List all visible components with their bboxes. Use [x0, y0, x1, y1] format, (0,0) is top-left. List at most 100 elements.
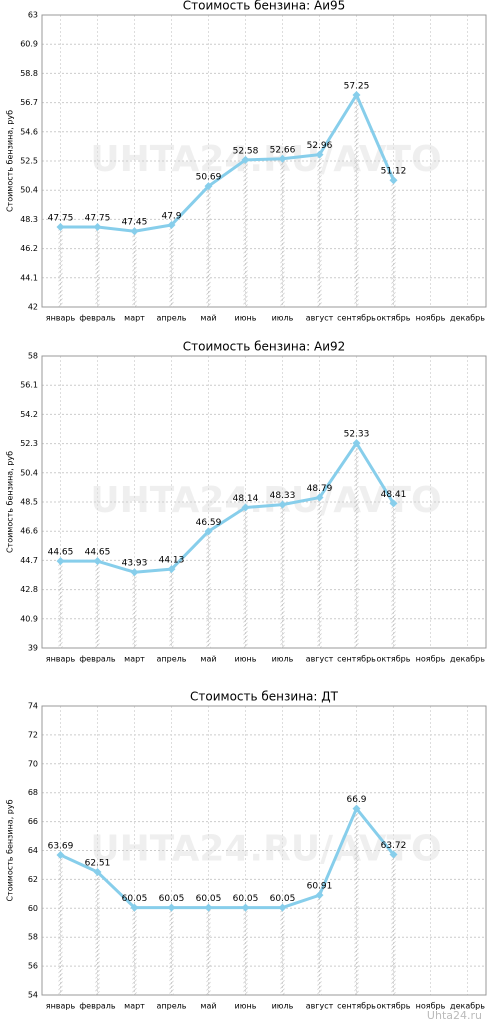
value-label: 48.79: [307, 484, 333, 494]
marker: [130, 903, 139, 912]
y-tick-label: 54.6: [20, 127, 38, 136]
value-label: 52.96: [307, 141, 333, 151]
y-tick-label: 46.2: [20, 244, 38, 253]
value-label: 60.05: [270, 894, 296, 904]
value-label: 51.12: [381, 167, 407, 177]
drop-bar: [243, 907, 248, 995]
x-tick-label: май: [200, 655, 216, 664]
x-tick-label: сентябрь: [337, 314, 376, 323]
y-tick-label: 74: [28, 702, 38, 711]
chart-title: Стоимость бензина: Аи95: [183, 0, 346, 13]
x-tick-label: январь: [46, 655, 76, 664]
drop-bar: [206, 907, 211, 995]
y-tick-label: 64: [28, 846, 38, 855]
marker: [167, 220, 176, 229]
drop-bar: [58, 854, 63, 995]
marker: [56, 850, 65, 859]
y-tick-label: 42: [28, 303, 38, 312]
y-tick-label: 58.8: [20, 69, 38, 78]
drop-bar: [354, 94, 359, 307]
x-tick-label: июль: [272, 1002, 294, 1011]
marker: [389, 499, 398, 508]
marker: [56, 557, 65, 566]
marker: [204, 182, 213, 191]
drop-bar: [391, 503, 396, 648]
marker: [130, 227, 139, 236]
y-tick-label: 56: [28, 962, 38, 971]
x-tick-label: октябрь: [377, 655, 411, 664]
x-tick-label: май: [200, 314, 216, 323]
x-tick-label: январь: [46, 1002, 76, 1011]
value-label: 60.05: [196, 894, 222, 904]
y-axis-label: Стоимость бензина, руб: [6, 110, 15, 212]
marker: [389, 850, 398, 859]
marker: [204, 527, 213, 536]
marker: [56, 223, 65, 232]
drop-bar: [280, 504, 285, 648]
y-tick-label: 48.3: [20, 215, 38, 224]
x-tick-label: январь: [46, 314, 76, 323]
y-tick-label: 54: [28, 991, 38, 1000]
marker: [389, 176, 398, 185]
x-tick-label: ноябрь: [416, 1002, 446, 1011]
y-axis-label: Стоимость бензина, руб: [6, 451, 15, 553]
x-tick-label: декабрь: [450, 314, 485, 323]
y-tick-label: 56.1: [20, 381, 38, 390]
value-label: 60.91: [307, 882, 333, 892]
marker: [315, 150, 324, 159]
marker: [130, 568, 139, 577]
footer-watermark: Uhta24.ru: [427, 1009, 482, 1022]
drop-bar: [317, 895, 322, 995]
y-tick-label: 52.5: [20, 157, 38, 166]
marker: [241, 155, 250, 164]
value-label: 47.75: [48, 214, 74, 224]
x-tick-label: март: [124, 314, 145, 323]
value-label: 48.14: [233, 494, 259, 504]
x-tick-label: апрель: [157, 314, 187, 323]
value-label: 47.9: [161, 211, 181, 221]
x-tick-label: октябрь: [377, 314, 411, 323]
value-label: 48.41: [381, 490, 407, 500]
marker: [241, 503, 250, 512]
watermark: UHTA24.RU/AVTO: [90, 480, 441, 521]
marker: [315, 493, 324, 502]
x-tick-label: октябрь: [377, 1002, 411, 1011]
y-tick-label: 42.8: [20, 585, 38, 594]
marker: [352, 90, 361, 99]
drop-bar: [317, 497, 322, 648]
drop-bar: [354, 443, 359, 648]
value-label: 52.33: [344, 430, 370, 440]
y-tick-label: 48.5: [20, 498, 38, 507]
y-tick-label: 50.4: [20, 186, 38, 195]
x-tick-label: ноябрь: [416, 655, 446, 664]
x-tick-label: август: [306, 314, 334, 323]
drop-bar: [280, 907, 285, 995]
value-label: 48.33: [270, 491, 296, 501]
drop-bar: [95, 872, 100, 995]
y-tick-label: 60: [28, 904, 38, 913]
marker: [352, 439, 361, 448]
line: [60, 441, 395, 574]
marker: [167, 565, 176, 574]
drop-bar: [58, 561, 63, 648]
value-label: 63.72: [381, 841, 407, 851]
value-label: 52.66: [270, 145, 296, 155]
y-axis-label: Стоимость бензина, руб: [6, 799, 15, 901]
value-label: 44.65: [48, 548, 74, 558]
y-tick-label: 52.3: [20, 439, 38, 448]
y-tick-label: 72: [28, 730, 38, 739]
y-tick-label: 68: [28, 788, 38, 797]
line: [59, 807, 395, 910]
plot-frame: [41, 355, 487, 649]
x-tick-label: май: [200, 1002, 216, 1011]
marker: [278, 903, 287, 912]
value-label: 66.9: [346, 795, 366, 805]
marker: [278, 154, 287, 163]
value-label: 43.93: [122, 559, 148, 569]
chart-title: Стоимость бензина: ДТ: [190, 690, 339, 704]
value-label: 44.13: [159, 556, 185, 566]
value-label: 50.69: [196, 173, 222, 183]
y-tick-label: 54.2: [20, 410, 38, 419]
drop-bar: [169, 224, 174, 307]
